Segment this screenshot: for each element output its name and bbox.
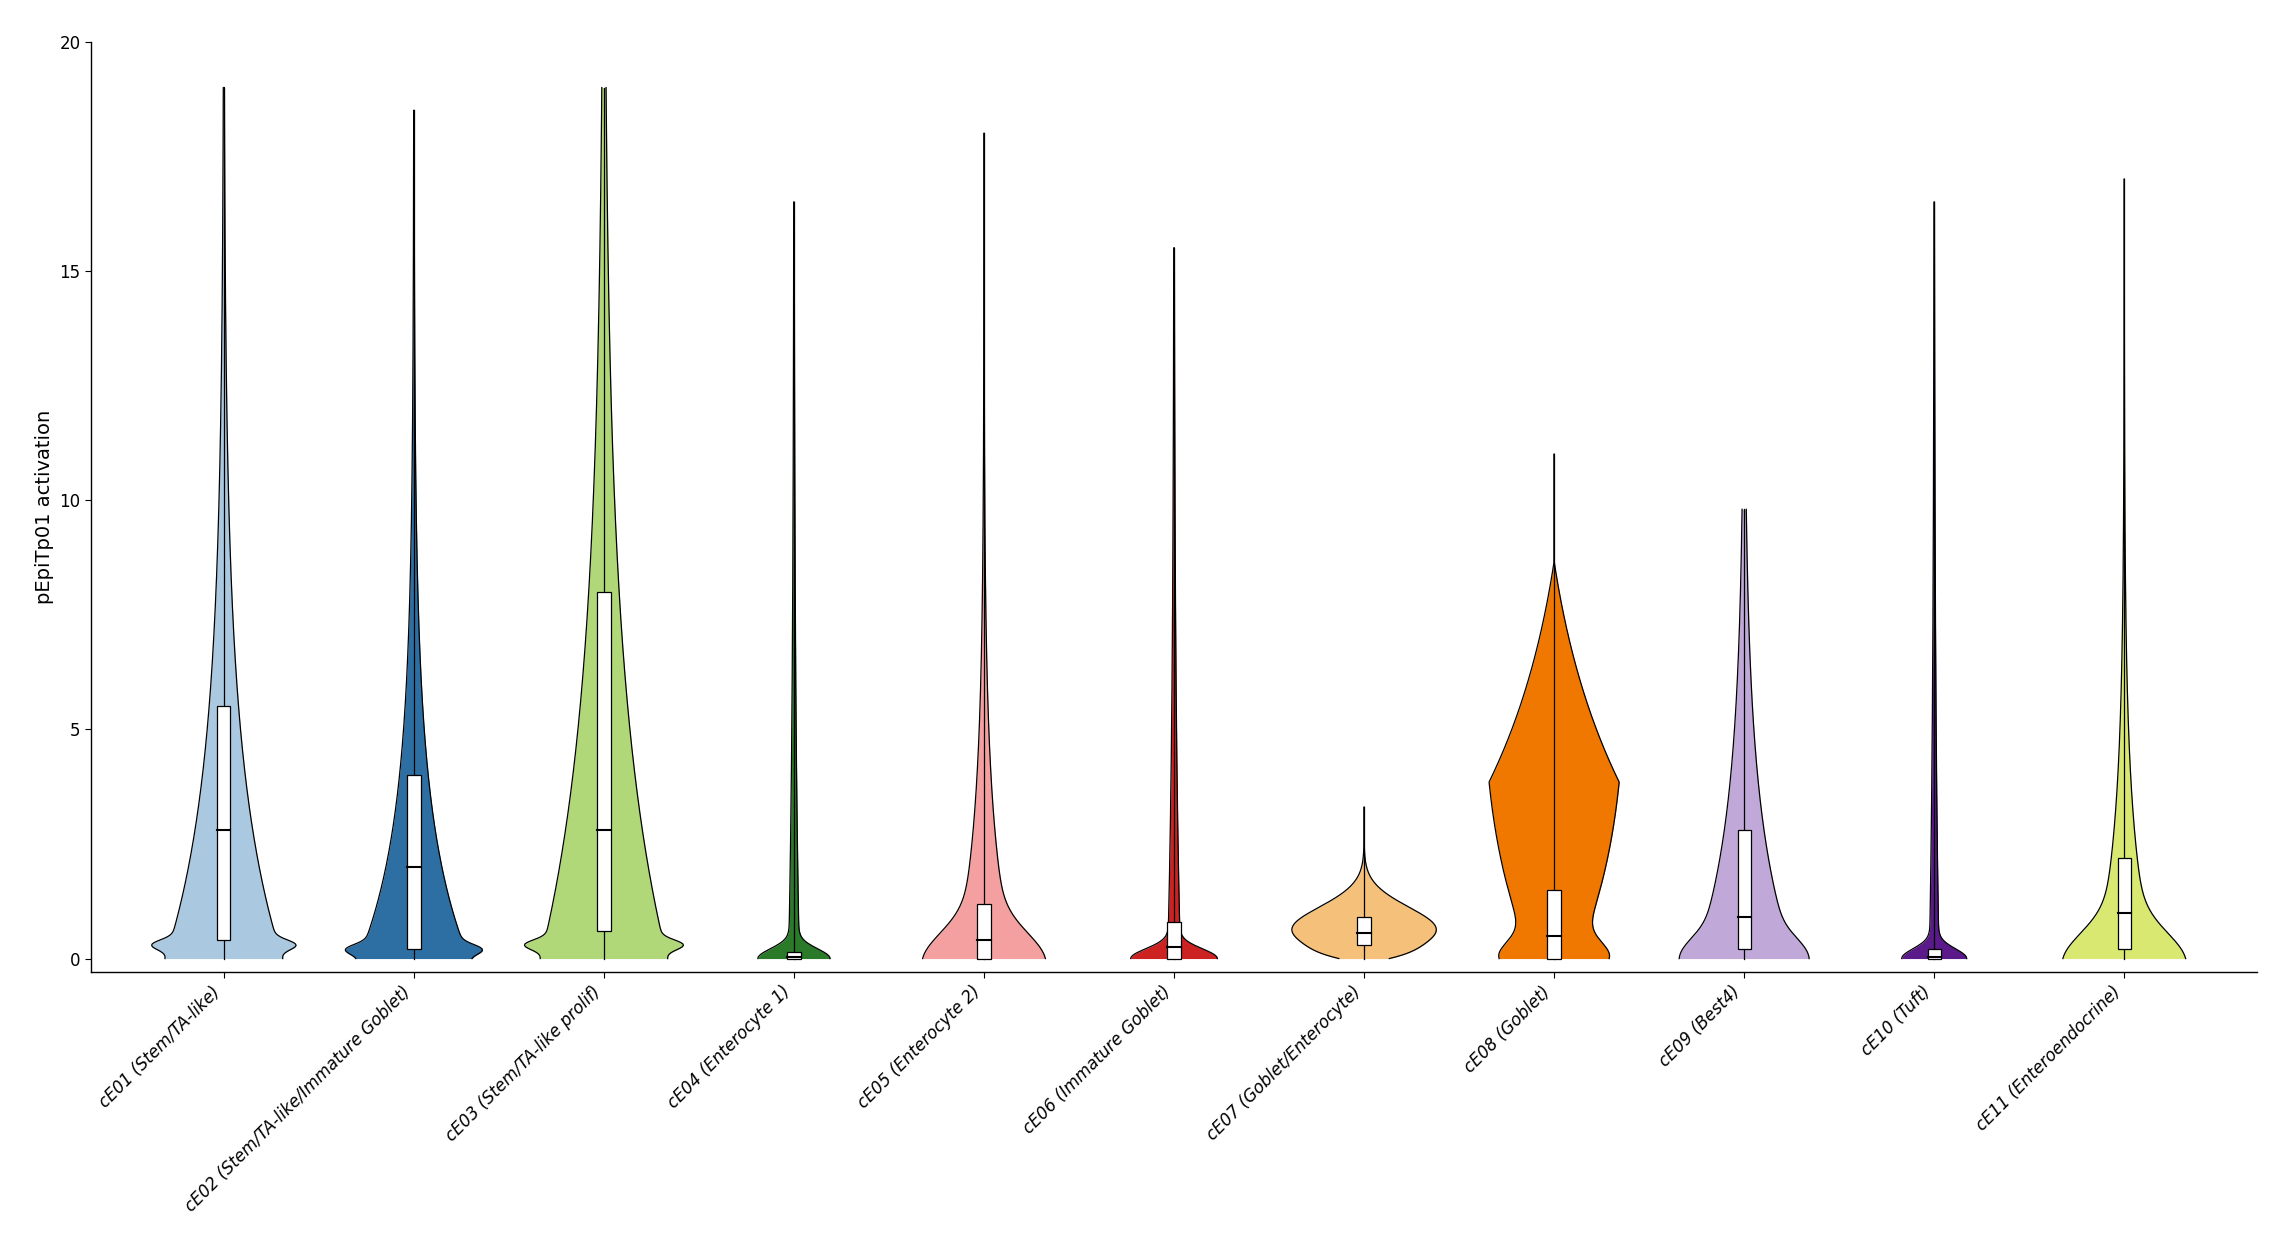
Bar [1547, 890, 1561, 959]
Bar [2118, 858, 2132, 950]
Bar [218, 706, 231, 940]
Y-axis label: pEpiTp01 activation: pEpiTp01 activation [34, 410, 53, 604]
Bar [788, 951, 800, 959]
Bar [1167, 922, 1180, 959]
Bar [1737, 830, 1751, 950]
Bar [1357, 918, 1371, 945]
Bar [598, 591, 610, 931]
Bar [408, 775, 419, 950]
Bar [976, 904, 990, 959]
Bar [1928, 950, 1941, 959]
